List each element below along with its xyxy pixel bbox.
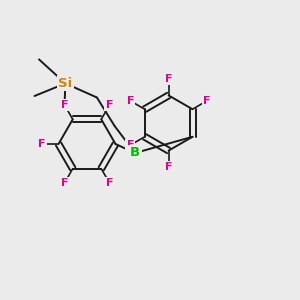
Text: F: F — [38, 139, 46, 149]
Text: F: F — [165, 162, 172, 172]
Text: F: F — [203, 96, 211, 106]
Text: F: F — [127, 96, 134, 106]
Text: F: F — [127, 140, 134, 150]
Text: F: F — [165, 74, 172, 84]
Text: F: F — [61, 100, 68, 110]
Text: Si: Si — [58, 77, 73, 90]
Text: F: F — [61, 178, 68, 188]
Text: F: F — [106, 100, 113, 110]
Text: F: F — [106, 178, 113, 188]
Text: B: B — [130, 146, 140, 160]
